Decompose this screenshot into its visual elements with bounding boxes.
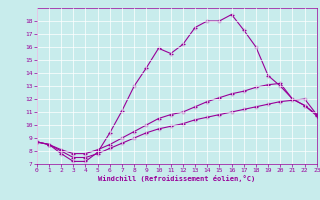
X-axis label: Windchill (Refroidissement éolien,°C): Windchill (Refroidissement éolien,°C) xyxy=(98,175,255,182)
